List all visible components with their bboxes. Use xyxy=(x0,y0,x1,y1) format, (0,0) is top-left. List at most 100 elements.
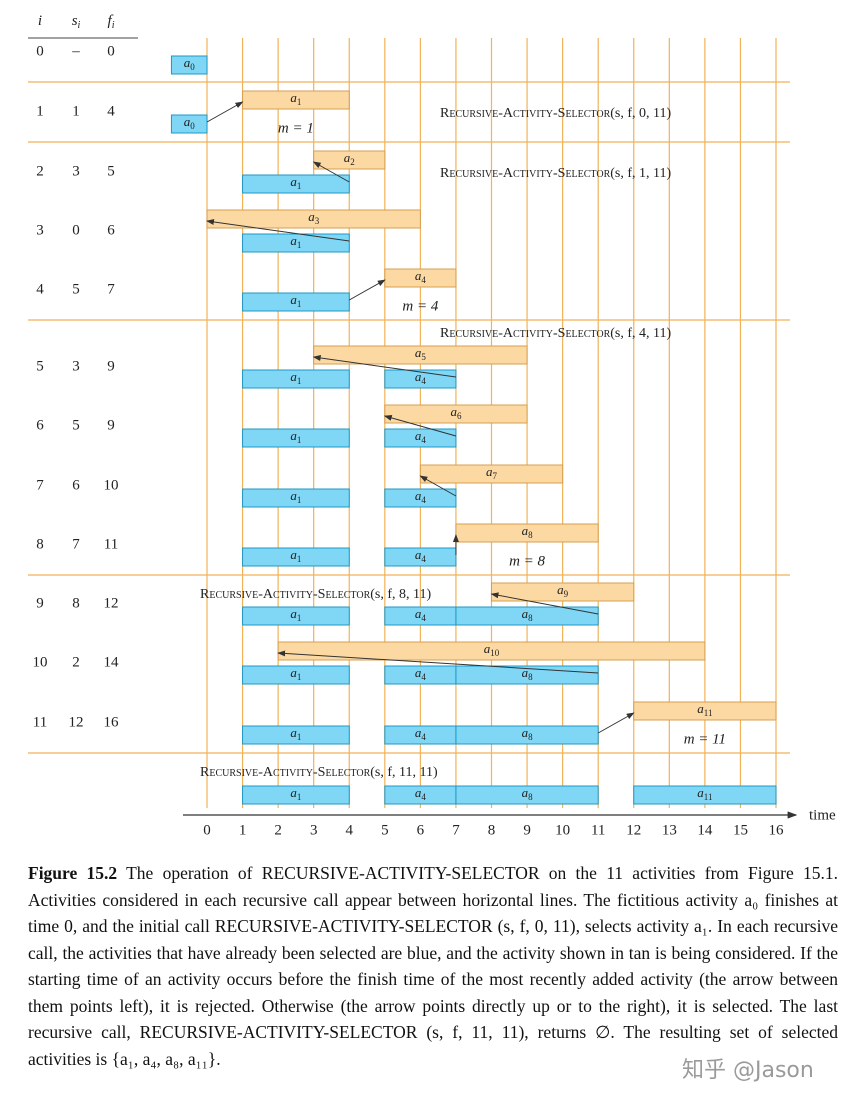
activity-symbol: a xyxy=(290,292,297,307)
activity-bar xyxy=(633,701,777,721)
activity-label: a4 xyxy=(415,665,427,682)
table-cell: 7 xyxy=(107,281,115,297)
activity-label: a4 xyxy=(415,369,427,386)
activity-index: 1 xyxy=(297,792,302,802)
activity-symbol: a xyxy=(522,725,529,740)
arrow xyxy=(277,650,599,674)
activity-symbol: a xyxy=(450,404,457,419)
activity-index: 0 xyxy=(190,62,195,72)
activity-bar xyxy=(242,725,350,745)
activity-symbol: a xyxy=(290,725,297,740)
activity-label: a1 xyxy=(290,488,301,505)
note: m = 8 xyxy=(509,553,545,569)
table-cell: 7 xyxy=(36,477,44,493)
activity-index: 9 xyxy=(564,589,569,599)
activity-label: a4 xyxy=(415,725,427,742)
time-tick-label: 9 xyxy=(523,822,531,838)
activity-label: a8 xyxy=(522,785,534,802)
activity-bar xyxy=(455,725,599,745)
activity-symbol: a xyxy=(486,464,493,479)
header-main: i xyxy=(38,13,42,29)
time-tick-label: 5 xyxy=(381,822,389,838)
activity-label: a1 xyxy=(290,665,301,682)
activity-bar xyxy=(242,292,350,312)
time-tick-label: 4 xyxy=(346,822,354,838)
time-tick-label: 15 xyxy=(733,822,748,838)
activity-label: a5 xyxy=(415,345,427,362)
activity-index: 4 xyxy=(421,275,426,285)
activity-index: 11 xyxy=(704,708,713,718)
activity-label: a11 xyxy=(697,785,712,802)
arrow xyxy=(419,475,457,497)
arrow xyxy=(206,219,350,242)
activity-index: 4 xyxy=(421,672,426,682)
activity-symbol: a xyxy=(522,785,529,800)
activity-index: 1 xyxy=(297,376,302,386)
table-cell: 4 xyxy=(36,281,44,297)
activity-symbol: a xyxy=(557,582,564,597)
table-cell: 5 xyxy=(72,281,80,297)
table-cell: 8 xyxy=(36,536,44,552)
table-cell: 9 xyxy=(107,417,115,433)
table-cell: 0 xyxy=(36,43,44,59)
activity-symbol: a xyxy=(290,547,297,562)
table-cell: 12 xyxy=(104,595,119,611)
activity-index: 11 xyxy=(704,792,713,802)
activity-symbol: a xyxy=(484,641,491,656)
activity-symbol: a xyxy=(522,523,529,538)
activity-index: 4 xyxy=(421,613,426,623)
activity-bar xyxy=(633,785,777,805)
watermark: 知乎 @Jason xyxy=(682,1058,814,1083)
activity-index: 8 xyxy=(528,530,533,540)
header-sub: i xyxy=(78,20,81,31)
activity-label: a1 xyxy=(290,90,301,107)
activity-symbol: a xyxy=(415,606,422,621)
table-cell: 1 xyxy=(36,103,44,119)
activity-index: 1 xyxy=(297,299,302,309)
table-cell: 6 xyxy=(107,222,115,238)
recursive-call: Recursive-Activity-Selector(s, f, 1, 11) xyxy=(440,166,672,181)
activity-bar xyxy=(242,488,350,508)
caption-label: Figure 15.2 xyxy=(28,863,118,883)
activity-symbol: a xyxy=(290,174,297,189)
activity-symbol: a xyxy=(184,55,191,70)
call-args: (s, f, 11, 11) xyxy=(370,765,438,780)
header-cell: fi xyxy=(108,13,115,31)
time-tick-label: 2 xyxy=(274,822,282,838)
table-cell: 10 xyxy=(33,654,48,670)
call-name: Recursive-Activity-Selector xyxy=(200,587,371,602)
activity-index: 7 xyxy=(493,471,498,481)
time-tick-label: 7 xyxy=(452,822,460,838)
activity-index: 1 xyxy=(297,672,302,682)
call-name: Recursive-Activity-Selector xyxy=(440,166,611,181)
activity-bar xyxy=(384,268,457,288)
activity-bar xyxy=(242,665,350,685)
table-cell: 14 xyxy=(104,654,120,670)
caption-text: The operation of RECURSIVE-ACTIVITY-SELE… xyxy=(28,863,838,1069)
activity-symbol: a xyxy=(290,785,297,800)
activity-bar xyxy=(384,428,457,448)
time-tick-label: 16 xyxy=(769,822,785,838)
activity-label: a8 xyxy=(522,523,534,540)
header-sub: i xyxy=(112,20,115,31)
call-name: Recursive-Activity-Selector xyxy=(440,106,611,121)
activity-label: a4 xyxy=(415,606,427,623)
call-name: Recursive-Activity-Selector xyxy=(440,326,611,341)
activity-label: a1 xyxy=(290,785,301,802)
activity-label: a1 xyxy=(290,547,301,564)
activity-symbol: a xyxy=(290,90,297,105)
activity-symbol: a xyxy=(290,233,297,248)
activity-label: a2 xyxy=(344,150,355,167)
time-tick-label: 13 xyxy=(662,822,677,838)
activity-bar xyxy=(313,345,528,365)
activity-index: 3 xyxy=(315,216,320,226)
axis-label: time xyxy=(809,807,836,823)
call-args: (s, f, 1, 11) xyxy=(610,166,671,181)
activity-label: a1 xyxy=(290,606,301,623)
activity-symbol: a xyxy=(344,150,351,165)
activity-index: 4 xyxy=(421,792,426,802)
activity-index: 8 xyxy=(528,613,533,623)
note: m = 1 xyxy=(278,120,314,136)
activity-symbol: a xyxy=(290,606,297,621)
activity-label: a4 xyxy=(415,785,427,802)
